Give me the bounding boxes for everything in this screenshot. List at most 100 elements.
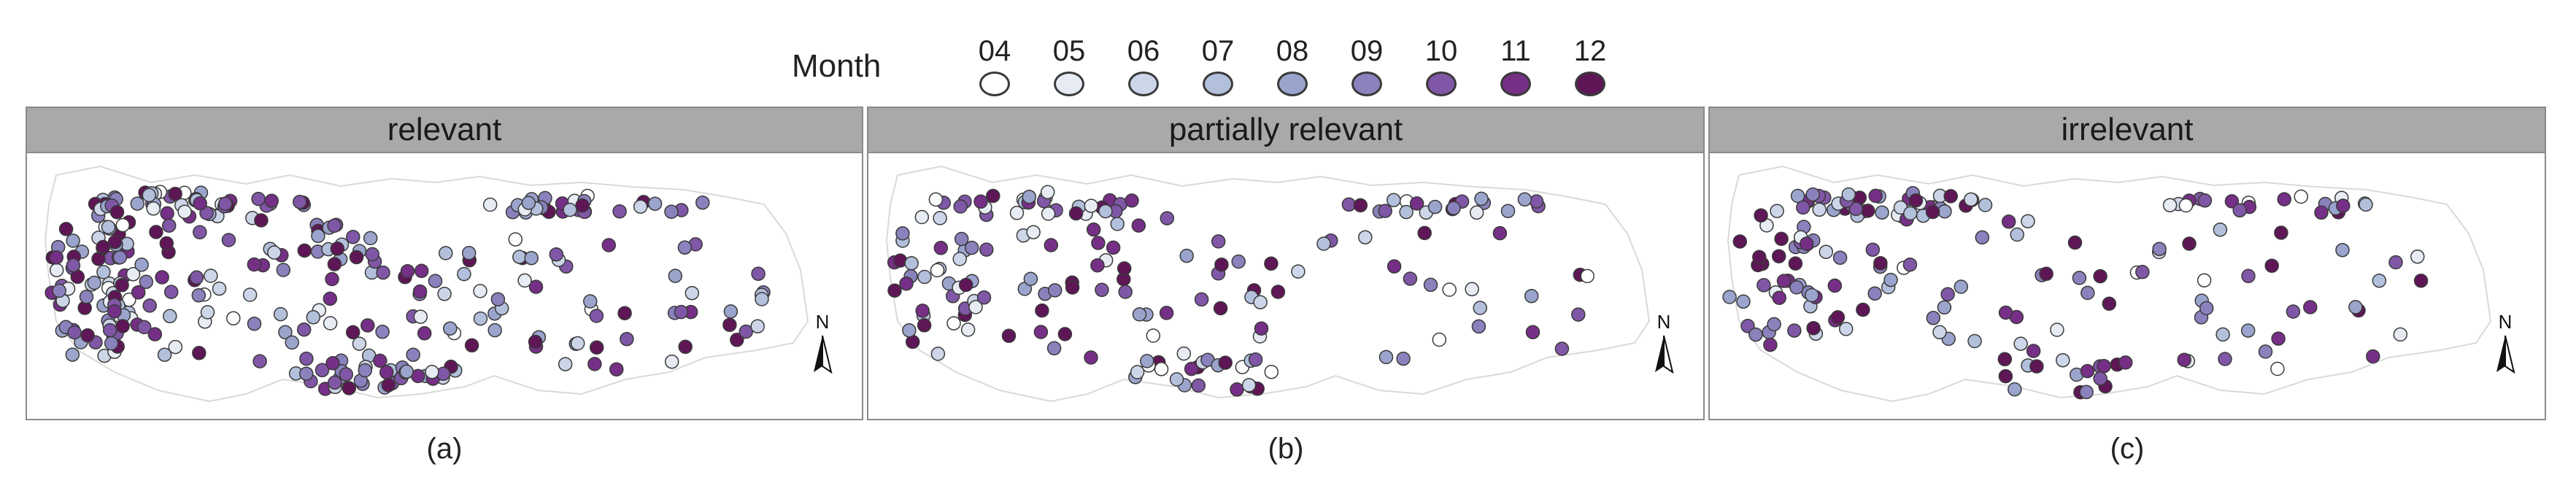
station-point (1790, 188, 1805, 204)
station-point (49, 263, 64, 277)
station-point (964, 240, 979, 255)
station-point (1231, 254, 1246, 269)
station-point (1756, 278, 1771, 293)
station-point (1423, 277, 1438, 293)
station-point (1403, 271, 1418, 286)
station-point (1046, 341, 1062, 356)
legend-item-10: 10 (1408, 35, 1474, 108)
station-point (1937, 204, 1952, 219)
station-point (2010, 227, 2024, 242)
station-point (2314, 205, 2329, 220)
legend-item-06: 06 (1111, 35, 1176, 108)
station-point (1940, 287, 1955, 302)
station-point (904, 256, 919, 271)
station-point (1500, 204, 1516, 218)
country-outline (1727, 165, 2492, 403)
station-point (2050, 323, 2064, 337)
station-point (221, 233, 236, 247)
panel-title: relevant (27, 108, 862, 153)
station-point (298, 366, 314, 381)
country-outline (44, 165, 809, 403)
station-point (2335, 242, 2350, 258)
legend-item-07: 07 (1185, 35, 1251, 108)
station-point (293, 194, 307, 209)
station-point (1799, 236, 1814, 251)
panel-label-b: (b) (1268, 433, 1304, 465)
station-point (750, 319, 765, 333)
station-point (1571, 307, 1586, 322)
station-point (2182, 236, 2197, 251)
panel-label-c: (c) (2110, 433, 2145, 465)
station-point (115, 319, 130, 333)
station-point (1471, 319, 1486, 334)
station-point (306, 310, 321, 325)
station-point (1169, 372, 1184, 387)
station-point (958, 277, 973, 293)
station-point (177, 204, 192, 219)
station-point (895, 226, 910, 241)
station-point (1832, 250, 1848, 265)
station-point (1065, 280, 1080, 295)
station-point (189, 270, 204, 285)
station-point (417, 326, 432, 341)
station-point (315, 363, 330, 378)
legend-label: 09 (1350, 35, 1384, 67)
station-point (1465, 282, 1479, 297)
station-point (617, 306, 632, 320)
station-point (739, 324, 754, 339)
station-point (2372, 273, 2387, 288)
station-point (381, 378, 396, 393)
station-point (311, 228, 325, 244)
station-point (349, 250, 364, 265)
station-point (130, 196, 145, 211)
station-point (1095, 282, 1109, 298)
station-point (1805, 287, 1819, 303)
station-point (1264, 256, 1279, 271)
arrow-right-half (2504, 335, 2515, 374)
station-point (1378, 350, 1394, 365)
north-label: N (1657, 311, 1671, 333)
arrow-right-half (822, 335, 833, 374)
station-point (193, 225, 207, 240)
station-point (1041, 206, 1056, 221)
station-point (254, 213, 269, 228)
station-point (122, 293, 136, 307)
station-point (1154, 362, 1169, 376)
station-point (473, 311, 488, 326)
station-point (1770, 204, 1784, 218)
station-point (1473, 301, 1487, 315)
station-point (528, 334, 543, 350)
station-point (1218, 355, 1233, 370)
station-point (2336, 198, 2351, 213)
station-point (933, 211, 947, 225)
map-irrelevant: N (1722, 165, 2515, 403)
station-point (1748, 327, 1763, 342)
station-point (2021, 214, 2035, 228)
station-point (1856, 302, 1870, 317)
station-point (601, 238, 617, 252)
station-point (1812, 202, 1827, 217)
arrow-left-half (2496, 336, 2505, 372)
station-point (2274, 225, 2288, 240)
station-point (1387, 193, 1401, 207)
map-relevant: N (44, 165, 833, 403)
station-point (1090, 258, 1105, 273)
station-point (1446, 201, 1461, 216)
station-point (1787, 323, 1802, 338)
north-arrow-icon: N (814, 311, 833, 374)
station-point (1044, 238, 1059, 252)
station-point (139, 274, 154, 290)
station-point (149, 225, 163, 239)
station-point (327, 218, 342, 233)
panel-partially-relevant: partially relevant N (867, 107, 1705, 420)
station-point (1926, 311, 1941, 325)
station-point (685, 285, 700, 301)
station-point (563, 202, 577, 217)
legend-swatch (979, 72, 1010, 96)
station-point (365, 247, 379, 262)
station-point (1975, 230, 1990, 245)
station-point (345, 325, 360, 340)
station-point (115, 217, 131, 233)
station-point (443, 321, 458, 336)
station-point (1432, 332, 1447, 347)
